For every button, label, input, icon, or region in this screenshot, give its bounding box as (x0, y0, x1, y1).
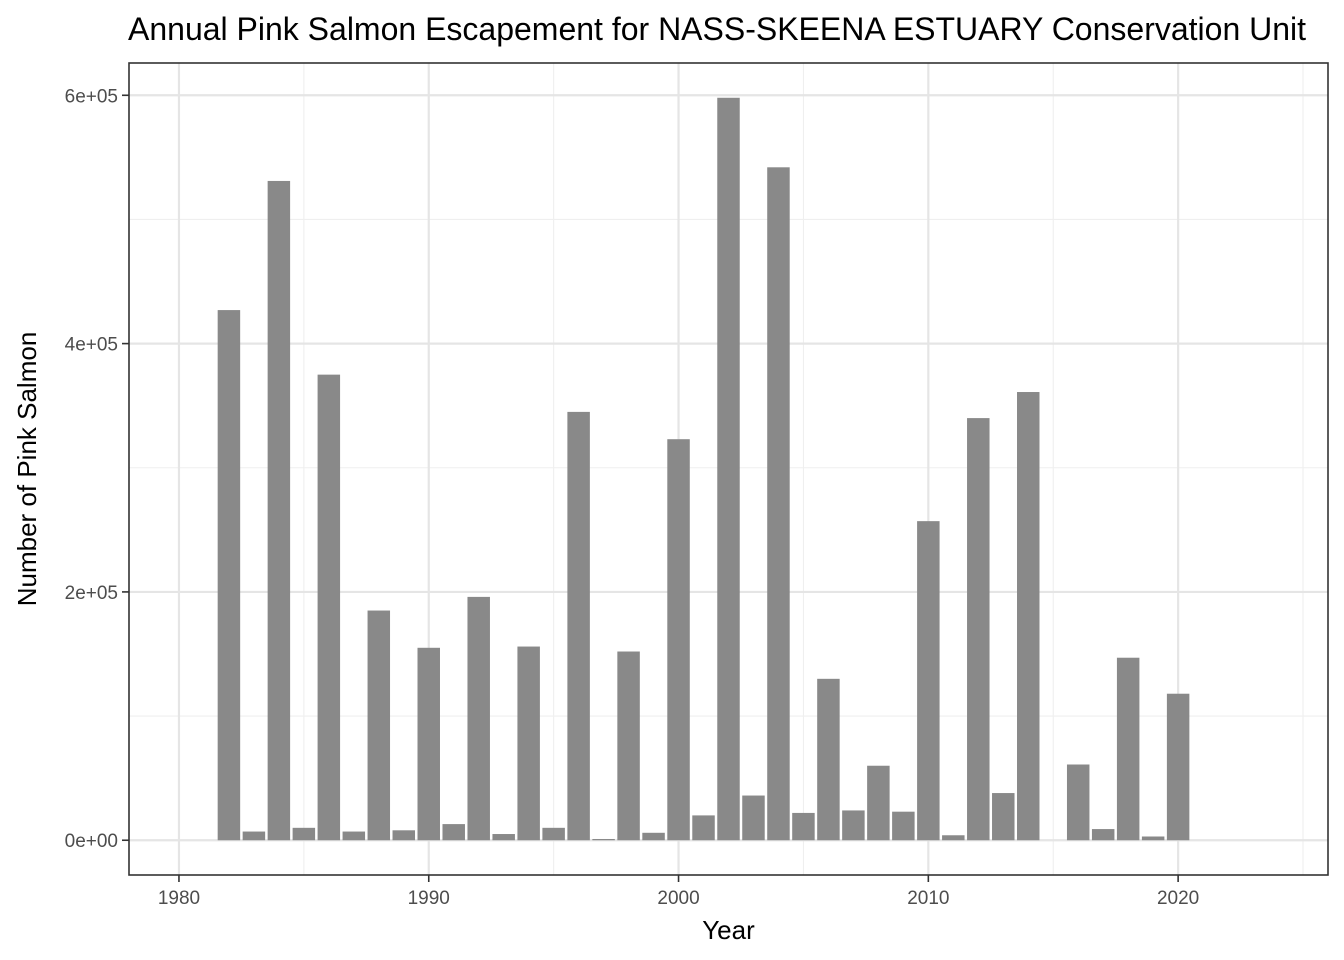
bar-2002 (717, 97, 740, 841)
bar-2009 (892, 811, 915, 841)
bar-2017 (1091, 829, 1115, 841)
chart-title: Annual Pink Salmon Escapement for NASS-S… (128, 11, 1306, 47)
x-tick-label: 2010 (907, 888, 949, 909)
x-tick-label: 1990 (408, 888, 450, 909)
bar-2018 (1116, 657, 1140, 841)
bar-1987 (342, 831, 366, 841)
bar-2013 (992, 793, 1015, 841)
bar-2014 (1017, 392, 1040, 841)
bar-2007 (842, 810, 865, 841)
bar-1985 (292, 827, 316, 841)
bar-1989 (392, 830, 416, 841)
bar-1990 (417, 647, 440, 841)
bar-2006 (817, 678, 840, 841)
bar-2005 (792, 812, 815, 841)
y-axis: 0e+00 2e+05 4e+05 6e+05 (65, 86, 129, 852)
bar-1996 (567, 411, 590, 841)
bar-2011 (942, 835, 965, 841)
y-tick-label: 6e+05 (65, 86, 118, 107)
bar-1992 (467, 596, 490, 841)
bar-1997 (592, 838, 615, 841)
x-tick-label: 2020 (1157, 888, 1199, 909)
bar-2001 (692, 815, 715, 841)
bar-1988 (367, 610, 391, 841)
bar-2019 (1141, 836, 1165, 841)
x-tick-label: 2000 (657, 888, 699, 909)
bar-2003 (742, 795, 765, 841)
bars (217, 97, 1190, 841)
bar-2008 (867, 765, 890, 841)
bar-1991 (442, 824, 465, 841)
x-tick-label: 1980 (158, 888, 200, 909)
bar-2020 (1166, 693, 1190, 841)
bar-2016 (1066, 764, 1090, 841)
y-axis-title: Number of Pink Salmon (12, 332, 42, 607)
bar-1986 (317, 374, 341, 841)
bar-2010 (917, 521, 940, 841)
bar-1994 (517, 646, 540, 841)
y-tick-label: 2e+05 (65, 583, 118, 604)
bar-1982 (217, 310, 241, 841)
bar-1998 (617, 651, 640, 841)
bar-1984 (267, 180, 291, 841)
y-tick-label: 0e+00 (65, 831, 118, 852)
bar-2004 (767, 167, 790, 841)
bar-1983 (242, 831, 266, 841)
bar-1993 (492, 834, 515, 841)
x-axis-title: Year (702, 915, 755, 945)
bar-2012 (967, 418, 990, 841)
plot-panel-border (128, 62, 1329, 876)
y-tick-label: 4e+05 (65, 335, 118, 356)
bar-2000 (667, 439, 690, 841)
bar-1999 (642, 832, 665, 841)
x-axis: 1980 1990 2000 2010 2020 (158, 875, 1199, 909)
bar-1995 (542, 827, 565, 841)
